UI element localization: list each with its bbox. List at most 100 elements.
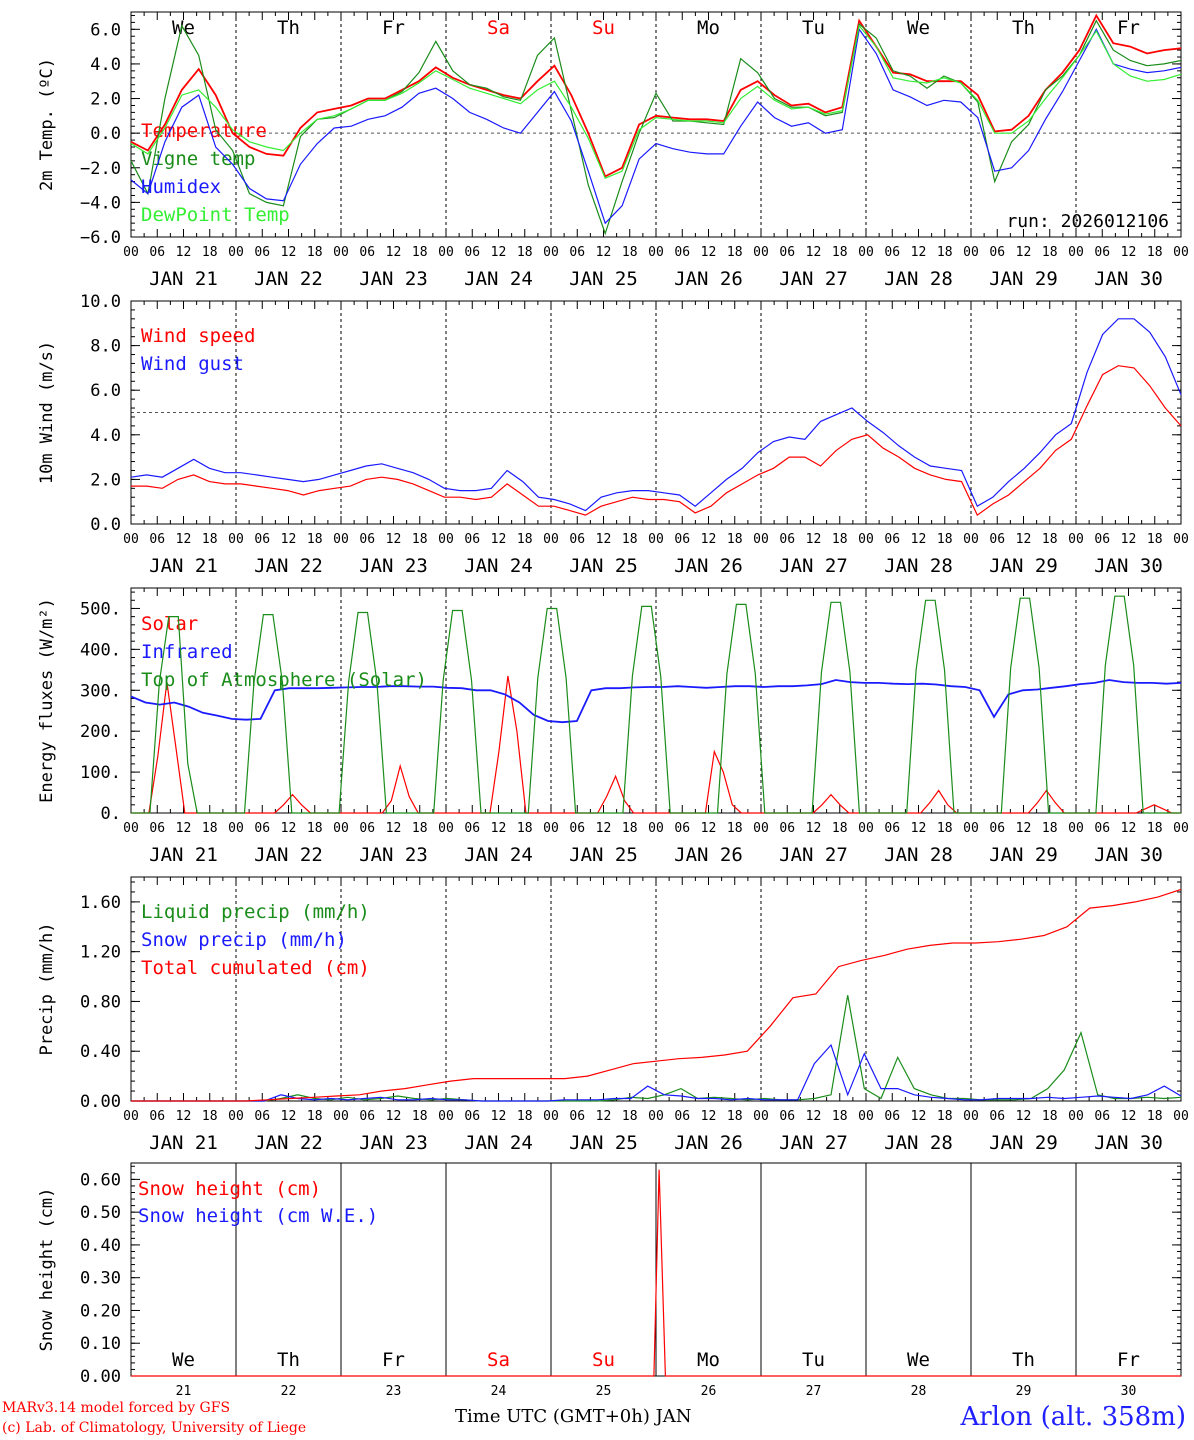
x-hour-label: 12 <box>701 1109 717 1124</box>
x-hour-label: 12 <box>281 821 297 836</box>
x-hour-label: 06 <box>674 821 690 836</box>
y-tick-label: 1.60 <box>80 893 121 913</box>
x-hour-label: 18 <box>727 245 743 260</box>
x-hour-label: 18 <box>517 821 533 836</box>
x-hour-label: 12 <box>491 821 507 836</box>
x-hour-label: 18 <box>307 532 323 547</box>
y-axis-label: Precip (mm/h) <box>37 922 57 1055</box>
x-hour-label: 12 <box>386 821 402 836</box>
x-day-number: 24 <box>491 1384 507 1399</box>
x-hour-label: 12 <box>806 532 822 547</box>
x-hour-label: 00 <box>333 245 349 260</box>
y-tick-label: 200. <box>80 722 121 742</box>
x-hour-label: 06 <box>989 1109 1005 1124</box>
x-hour-label: 12 <box>176 532 192 547</box>
x-hour-label: 18 <box>412 1109 428 1124</box>
x-hour-label: 06 <box>674 245 690 260</box>
x-hour-label: 12 <box>1016 245 1032 260</box>
x-hour-label: 00 <box>963 1109 979 1124</box>
x-hour-label: 00 <box>438 1109 454 1124</box>
x-hour-label: 06 <box>779 245 795 260</box>
x-hour-label: 06 <box>989 821 1005 836</box>
x-date-label: JAN 23 <box>359 1132 428 1154</box>
x-date-label: JAN 21 <box>149 1132 218 1154</box>
x-hour-label: 00 <box>1068 1109 1084 1124</box>
x-date-label: JAN 30 <box>1094 844 1163 866</box>
x-date-label: JAN 29 <box>989 1132 1058 1154</box>
x-hour-label: 06 <box>359 245 375 260</box>
legend-entry: Total cumulated (cm) <box>141 957 370 979</box>
x-hour-label: 12 <box>911 821 927 836</box>
panel-snow: 0.00 0.10 0.20 0.30 0.40 0.50 0.60 Snow height … <box>37 1162 1182 1399</box>
x-hour-label: 18 <box>1147 245 1163 260</box>
x-hour-label: 00 <box>1068 821 1084 836</box>
x-hour-label: 00 <box>123 1109 139 1124</box>
day-of-week-label: Th <box>1012 1349 1035 1371</box>
x-date-label: JAN 26 <box>674 844 743 866</box>
x-hour-label: 00 <box>858 821 874 836</box>
x-date-label: JAN 26 <box>674 555 743 577</box>
x-hour-label: 12 <box>911 245 927 260</box>
series-line-top-of-atmosphere-solar <box>131 595 1181 814</box>
x-hour-label: 12 <box>911 1109 927 1124</box>
y-tick-label: 8.0 <box>90 337 121 357</box>
x-hour-label: 00 <box>648 532 664 547</box>
y-tick-label: 300. <box>80 681 121 701</box>
series-line-snow-precip-mm-h <box>131 1043 1182 1102</box>
day-of-week-label: We <box>172 1349 195 1371</box>
panel-temp: −6.0 −4.0 −2.0 0.0 2.0 4.0 6.0 2m Temp. (ºC) 00 0… <box>37 11 1189 290</box>
x-hour-label: 00 <box>543 245 559 260</box>
y-tick-label: 4.0 <box>90 55 121 75</box>
x-date-label: JAN 25 <box>569 1132 638 1154</box>
panel-wind: 0.0 2.0 4.0 6.0 8.0 10.0 10m Wind (m/s) 00 06 12 1… <box>37 292 1189 577</box>
x-date-label: JAN 30 <box>1094 1132 1163 1154</box>
x-hour-label: 06 <box>569 821 585 836</box>
x-date-label: JAN 25 <box>569 844 638 866</box>
x-hour-label: 18 <box>832 1109 848 1124</box>
x-date-label: JAN 23 <box>359 268 428 290</box>
day-of-week-label: Fr <box>1117 17 1140 39</box>
x-hour-label: 00 <box>1068 532 1084 547</box>
x-hour-label: 18 <box>622 532 638 547</box>
x-hour-label: 06 <box>779 532 795 547</box>
x-hour-label: 00 <box>1068 245 1084 260</box>
x-hour-label: 06 <box>569 1109 585 1124</box>
plot-frame <box>130 300 1182 525</box>
y-tick-label: 0.40 <box>80 1042 121 1062</box>
y-tick-label: −6.0 <box>80 228 121 248</box>
x-hour-label: 00 <box>963 245 979 260</box>
x-hour-label: 18 <box>937 821 953 836</box>
x-hour-label: 18 <box>307 821 323 836</box>
x-hour-label: 06 <box>1094 821 1110 836</box>
x-hour-label: 06 <box>1094 245 1110 260</box>
x-hour-label: 18 <box>727 821 743 836</box>
x-hour-label: 12 <box>491 532 507 547</box>
x-hour-label: 18 <box>517 245 533 260</box>
x-date-label: JAN 29 <box>989 844 1058 866</box>
x-hour-label: 00 <box>858 532 874 547</box>
day-of-week-label: Fr <box>382 1349 405 1371</box>
x-hour-label: 06 <box>989 532 1005 547</box>
day-of-week-label: Su <box>592 17 615 39</box>
x-hour-label: 18 <box>202 1109 218 1124</box>
y-tick-label: 10.0 <box>80 292 121 312</box>
series-line-wind-gust <box>130 318 1182 512</box>
x-hour-label: 06 <box>1094 532 1110 547</box>
x-hour-label: 06 <box>674 1109 690 1124</box>
x-hour-label: 12 <box>1121 1109 1137 1124</box>
x-hour-label: 06 <box>989 245 1005 260</box>
x-day-number: 22 <box>281 1384 297 1399</box>
x-hour-label: 12 <box>806 1109 822 1124</box>
x-hour-label: 18 <box>1042 821 1058 836</box>
x-hour-label: 18 <box>727 1109 743 1124</box>
x-axis-title: Time UTC (GMT+0h) JAN <box>455 1406 692 1427</box>
x-hour-label: 12 <box>386 245 402 260</box>
x-hour-label: 18 <box>412 532 428 547</box>
x-day-number: 26 <box>701 1384 717 1399</box>
x-hour-label: 18 <box>832 532 848 547</box>
x-hour-label: 06 <box>254 532 270 547</box>
series-line-wind-speed <box>131 365 1182 517</box>
x-date-label: JAN 28 <box>884 844 953 866</box>
x-hour-label: 00 <box>753 1109 769 1124</box>
day-of-week-label: Fr <box>1117 1349 1140 1371</box>
